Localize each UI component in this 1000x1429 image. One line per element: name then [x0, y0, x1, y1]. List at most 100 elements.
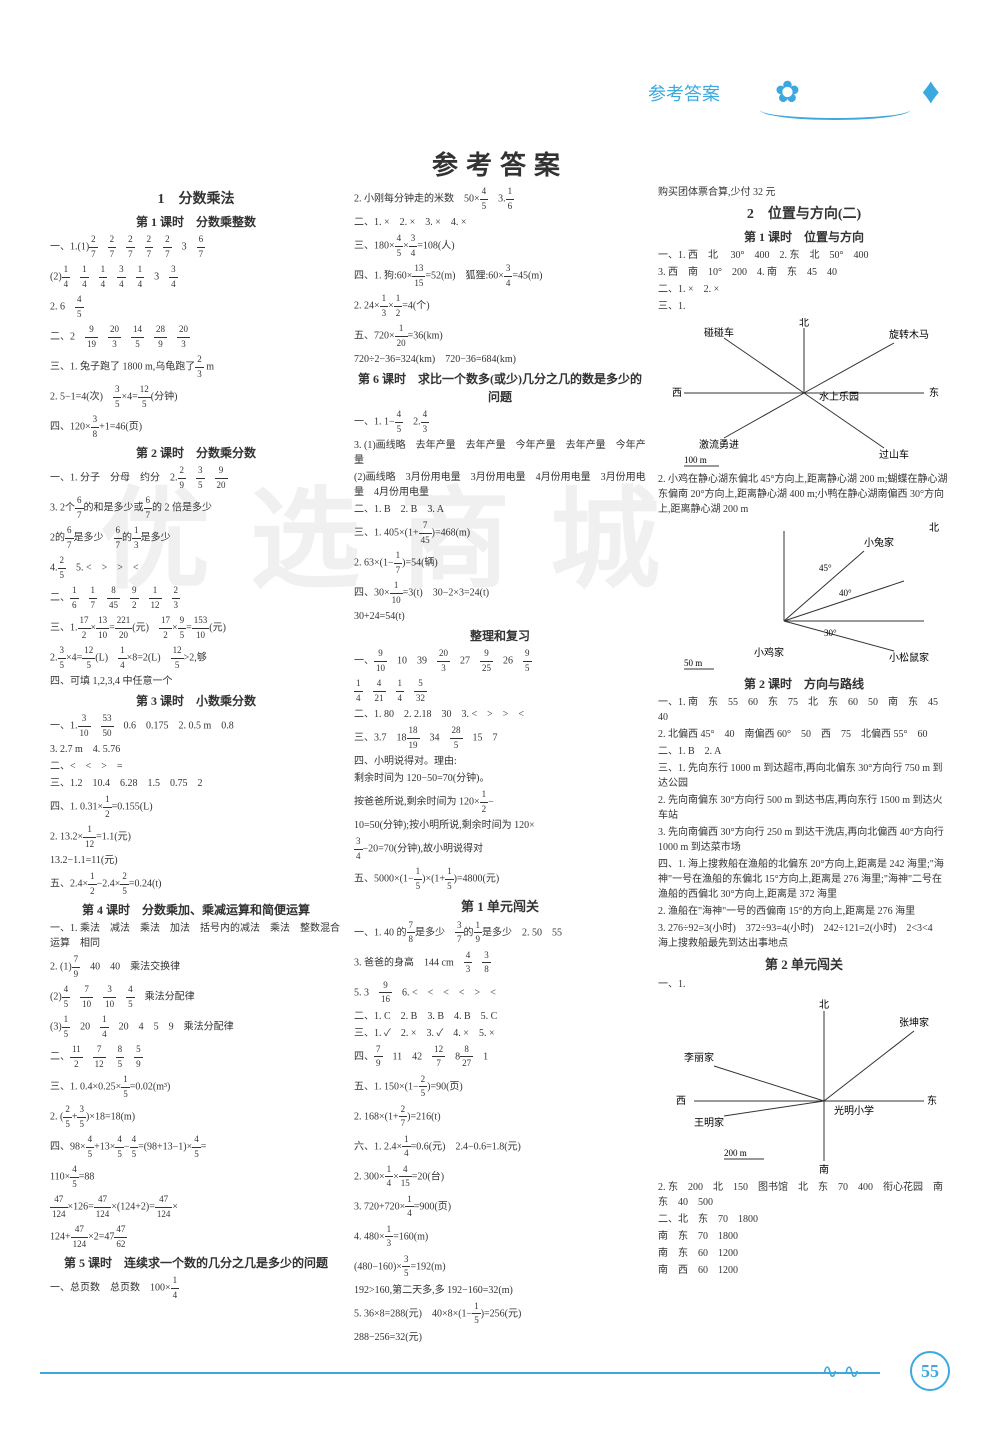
answer-line: 3. 西 南 10° 200 4. 南 东 45 40	[658, 265, 950, 280]
answer-line: 四、120×38+1=46(页)	[50, 413, 342, 441]
column-2: 2. 小刚每分钟走的米数 50×45 3.16 二、1. × 2. × 3. ×…	[354, 185, 646, 1345]
answer-line: 一、1. 分子 分母 约分 2.29 35 920	[50, 464, 342, 492]
answer-line: 三、1.172×1310=22120(元) 172×95=15310(元)	[50, 614, 342, 642]
compass-diagram-3: 北 南 东 西 张坤家 李丽家 王明家 光明小学 200 m	[658, 996, 950, 1176]
answer-line: 四、98×45+13×45−45=(98+13−1)×45=	[50, 1133, 342, 1161]
svg-text:45°: 45°	[819, 563, 832, 573]
answer-line: 二、1. B 2. B 3. A	[354, 502, 646, 517]
answer-line: 二、1. B 2. A	[658, 744, 950, 759]
answer-line: 四、30×110=3(t) 30−2×3=24(t)	[354, 579, 646, 607]
subsection-title: 第 1 课时 分数乘整数	[50, 213, 342, 231]
answer-line: 一、1. 西 北 30° 400 2. 东 北 50° 400	[658, 248, 950, 263]
answer-line: 3. 2个67的和是多少或67的 2 倍是多少	[50, 494, 342, 522]
column-3: 购买团体票合算,少付 32 元 2 位置与方向(二) 第 1 课时 位置与方向 …	[658, 185, 950, 1345]
answer-line: 南 东 60 1200	[658, 1246, 950, 1261]
compass-diagram-1: 北 东 西 碰碰车 旋转木马 水上乐园 激流勇进 过山车 100 m	[658, 318, 950, 468]
svg-text:光明小学: 光明小学	[834, 1104, 874, 1117]
svg-text:旋转木马: 旋转木马	[889, 328, 929, 341]
answer-line: (2)45 710 310 45 乘法分配律	[50, 983, 342, 1011]
svg-text:西: 西	[676, 1096, 686, 1107]
answer-line: 一、1.310 5350 0.6 0.175 2. 0.5 m 0.8	[50, 712, 342, 740]
answer-line: 二、< < > =	[50, 759, 342, 774]
wave-icon: ∿ ∿	[821, 1359, 860, 1384]
answer-line: 2. 13.2×112=1.1(元)	[50, 823, 342, 851]
answer-line: 2. 先向南偏东 30°方向行 500 m 到达书店,再向东行 1500 m 到…	[658, 793, 950, 823]
answer-line: 4.25 5. < > > <	[50, 554, 342, 582]
page-number: 55	[910, 1351, 950, 1391]
svg-text:100 m: 100 m	[684, 455, 707, 465]
answer-line: 五、1. 150×(1−25)=90(页)	[354, 1073, 646, 1101]
answer-line: 二、1. 80 2. 2.18 30 3. < > > <	[354, 707, 646, 722]
answer-line: (480−160)×35=192(m)	[354, 1253, 646, 1281]
answer-line: 一、910 10 39 203 27 925 26 95	[354, 647, 646, 675]
answer-line: 一、1. 乘法 减法 乘法 加法 括号内的减法 乘法 整数混合运算 相同	[50, 921, 342, 951]
svg-text:北: 北	[799, 318, 809, 329]
answer-line: 二、北 东 70 1800	[658, 1212, 950, 1227]
answer-line: 10=50(分钟);按小明所说,剩余时间为 120×	[354, 818, 646, 833]
svg-text:激流勇进: 激流勇进	[699, 438, 739, 451]
answer-line: 3. (1)画线略 去年产量 去年产量 今年产量 去年产量 今年产量	[354, 438, 646, 468]
answer-line: 2. 300×14×415=20(台)	[354, 1163, 646, 1191]
answer-line: 六、1. 2.4×14=0.6(元) 2.4−0.6=1.8(元)	[354, 1133, 646, 1161]
svg-text:40°: 40°	[839, 588, 852, 598]
answer-line: 14 421 14 532	[354, 677, 646, 705]
answer-line: 110×45=88	[50, 1163, 342, 1191]
unit-title: 第 2 单元闯关	[658, 955, 950, 975]
column-1: 1 分数乘法 第 1 课时 分数乘整数 一、1.(1)27 27 27 27 2…	[50, 185, 342, 1345]
answer-line: 3. 先向南偏西 30°方向行 250 m 到达干洗店,再向北偏西 40°方向行…	[658, 825, 950, 855]
answer-line: 南 东 70 1800	[658, 1229, 950, 1244]
answer-line: 五、5000×(1−15)×(1+15)=4800(元)	[354, 865, 646, 893]
subsection-title: 第 5 课时 连续求一个数的几分之几是多少的问题	[50, 1254, 342, 1272]
section-title: 2 位置与方向(二)	[658, 204, 950, 225]
answer-line: (2)画线略 3月份用电量 3月份用电量 4月份用电量 3月份用电量 4月份用电…	[354, 470, 646, 500]
answer-line: 288−256=32(元)	[354, 1330, 646, 1345]
answer-line: (2)14 14 14 34 14 3 34	[50, 263, 342, 291]
answer-line: 三、1. 405×(1+745)=468(m)	[354, 519, 646, 547]
svg-text:北: 北	[819, 999, 829, 1011]
answer-line: 3. 爸爸的身高 144 cm 43 38	[354, 949, 646, 977]
svg-text:过山车: 过山车	[879, 448, 909, 461]
answer-line: 购买团体票合算,少付 32 元	[658, 185, 950, 200]
answer-line: 一、1. 40 的78是多少 37的19是多少 2. 50 55	[354, 919, 646, 947]
answer-line: 三、1.2 10.4 6.28 1.5 0.75 2	[50, 776, 342, 791]
answer-line: 2. (1)79 40 40 乘法交换律	[50, 953, 342, 981]
svg-text:小松鼠家: 小松鼠家	[889, 651, 929, 664]
answer-line: 按爸爸所说,剩余时间为 120×12−	[354, 788, 646, 816]
answer-line: 一、1.(1)27 27 27 27 27 3 67	[50, 233, 342, 261]
page-header: 参考答案 ✿ ♦	[560, 80, 960, 130]
answer-line: 四、1. 海上搜救船在渔船的北偏东 20°方向上,距离是 242 海里;"海神"…	[658, 857, 950, 902]
answer-line: 2. 168×(1+27)=216(t)	[354, 1103, 646, 1131]
compass-diagram-2: 北 小兔家 45° 40° 30° 小鸡家 小松鼠家 50 m	[658, 521, 950, 671]
content-columns: 1 分数乘法 第 1 课时 分数乘整数 一、1.(1)27 27 27 27 2…	[50, 185, 950, 1345]
svg-text:碰碰车: 碰碰车	[704, 326, 734, 339]
svg-text:200 m: 200 m	[724, 1148, 747, 1158]
answer-line: 三、3.7 181819 34 285 15 7	[354, 724, 646, 752]
answer-line: 2. 24×13×12=4(个)	[354, 292, 646, 320]
svg-text:东: 东	[927, 1094, 937, 1107]
answer-line: 2. 6 45	[50, 293, 342, 321]
answer-line: 2. 63×(1−17)=54(辆)	[354, 549, 646, 577]
main-title: 参考答案	[0, 145, 1000, 182]
answer-line: 720÷2−36=324(km) 720−36=684(km)	[354, 352, 646, 367]
decorative-curve	[760, 100, 910, 120]
answer-line: 南 西 60 1200	[658, 1263, 950, 1278]
answer-line: 124+47124×2=474762	[50, 1223, 342, 1251]
answer-line: 3. 720+720×14=900(页)	[354, 1193, 646, 1221]
svg-text:西: 西	[672, 388, 682, 399]
answer-line: 2. 小刚每分钟走的米数 50×45 3.16	[354, 185, 646, 213]
footer-divider	[40, 1372, 880, 1374]
answer-line: 3. 276÷92=3(小时) 372÷93=4(小时) 242÷121=2(小…	[658, 921, 950, 951]
answer-line: 一、总页数 总页数 100×14	[50, 1274, 342, 1302]
subsection-title: 整理和复习	[354, 627, 646, 645]
answer-line: 一、1.	[658, 977, 950, 992]
answer-line: 剩余时间为 120−50=70(分钟)。	[354, 771, 646, 786]
svg-text:小鸡家: 小鸡家	[754, 646, 784, 659]
answer-line: 三、1. 先向东行 1000 m 到达超市,再向北偏东 30°方向行 750 m…	[658, 761, 950, 791]
answer-line: 2. 北偏西 45° 40 南偏西 60° 50 西 75 北偏西 55° 60	[658, 727, 950, 742]
answer-line: 5. 3 916 6. < < < < > <	[354, 979, 646, 1007]
answer-line: 2.35×4=125(L) 14×8=2(L) 125>2,够	[50, 644, 342, 672]
answer-line: 一、1. 1−45 2.43	[354, 408, 646, 436]
answer-line: (3)15 20 14 20 4 5 9 乘法分配律	[50, 1013, 342, 1041]
answer-line: 192>160,第二天多,多 192−160=32(m)	[354, 1283, 646, 1298]
subsection-title: 第 6 课时 求比一个数多(或少)几分之几的数是多少的问题	[354, 370, 646, 406]
